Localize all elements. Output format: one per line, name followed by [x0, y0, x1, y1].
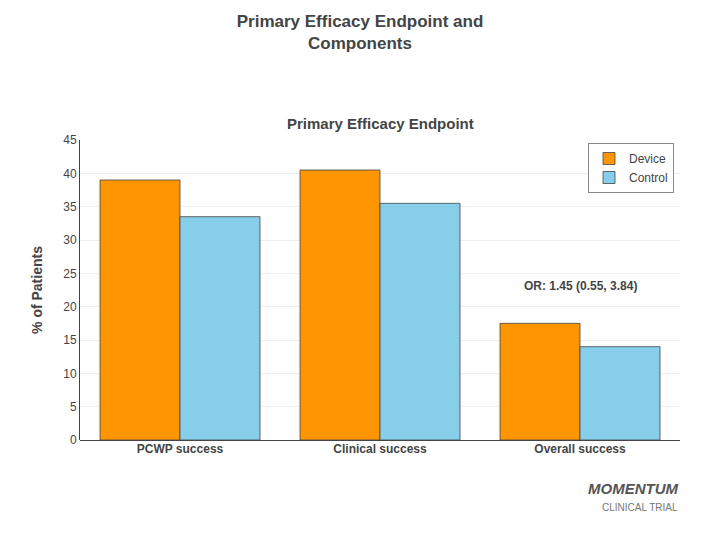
svg-text:Primary Efficacy Endpoint andC: Primary Efficacy Endpoint andComponents — [237, 12, 484, 53]
svg-text:25: 25 — [63, 267, 77, 281]
svg-text:5: 5 — [70, 400, 77, 414]
svg-text:10: 10 — [63, 367, 77, 381]
svg-text:Primary Efficacy Endpoint: Primary Efficacy Endpoint — [287, 115, 474, 132]
svg-text:PCWP success: PCWP success — [137, 442, 224, 456]
svg-text:0: 0 — [70, 433, 77, 447]
svg-text:MOMENTUM: MOMENTUM — [588, 480, 678, 497]
svg-text:Device: Device — [629, 152, 666, 166]
svg-text:% of Patients: % of Patients — [29, 246, 45, 334]
svg-text:Control: Control — [629, 171, 668, 185]
svg-text:20: 20 — [63, 300, 77, 314]
svg-text:Overall success: Overall success — [534, 442, 626, 456]
svg-text:35: 35 — [63, 200, 77, 214]
svg-text:45: 45 — [63, 133, 77, 147]
svg-text:40: 40 — [63, 167, 77, 181]
svg-text:OR: 1.45 (0.55, 3.84): OR: 1.45 (0.55, 3.84) — [524, 279, 637, 293]
svg-text:Clinical success: Clinical success — [333, 442, 427, 456]
svg-text:30: 30 — [63, 233, 77, 247]
svg-text:15: 15 — [63, 333, 77, 347]
svg-text:CLINICAL TRIAL: CLINICAL TRIAL — [602, 502, 678, 513]
